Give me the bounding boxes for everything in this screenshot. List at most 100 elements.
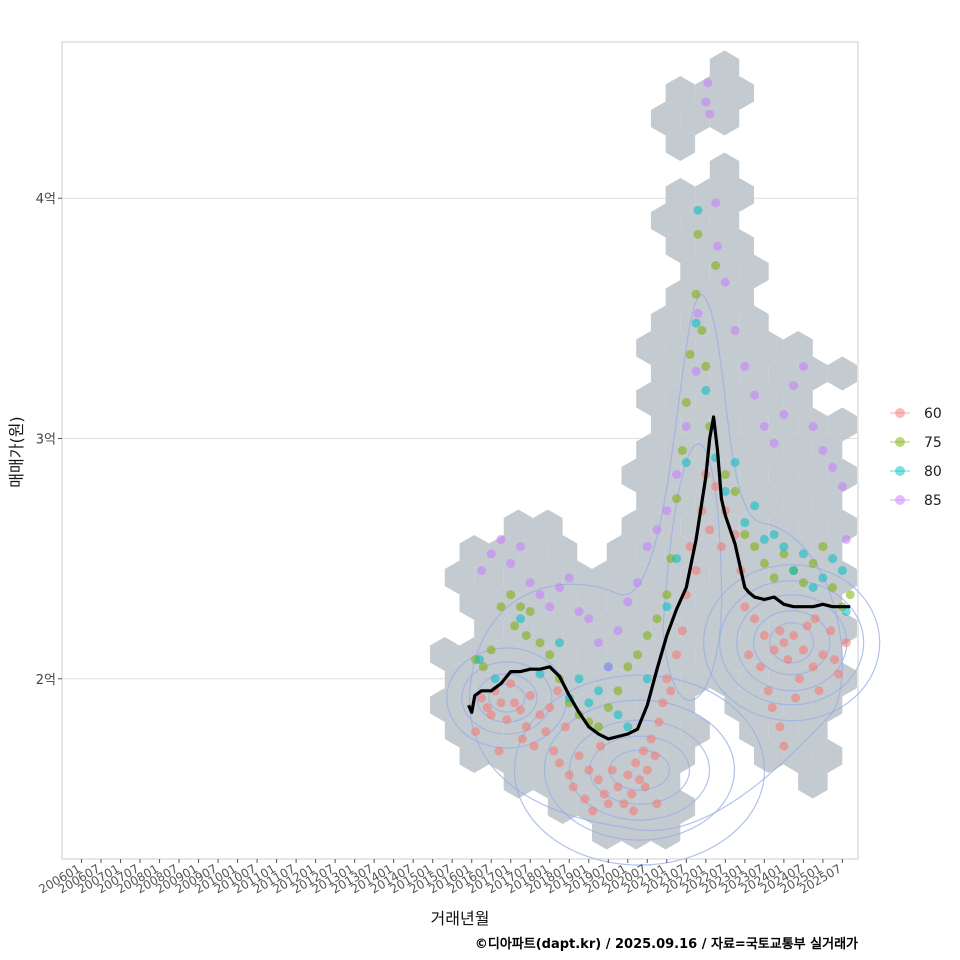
hexbin-cell [798,458,828,493]
point-60 [607,765,617,775]
hexbin-cell [695,637,725,671]
hexbin-cell [533,509,563,544]
hexbin-cell [695,586,725,620]
point-85 [545,602,555,612]
hexbin-cell [680,509,710,544]
y-tick-label: 2억 [36,673,56,688]
point-85 [594,638,603,648]
hexbin-cell [680,407,710,442]
legend-key [895,408,905,418]
legend-key [895,495,905,505]
point-85 [516,542,525,552]
point-60 [623,770,633,780]
hexbin-cell [709,611,740,646]
point-75 [779,549,789,559]
point-85 [486,549,496,559]
point-75 [730,486,740,496]
hexbin-cell [636,331,666,365]
point-80 [693,205,703,215]
point-60 [802,621,812,631]
point-60 [789,631,799,640]
point-60 [841,638,851,648]
point-75 [662,590,672,600]
point-60 [629,806,639,816]
point-75 [642,631,652,640]
x-axis-title: 거래년월 [431,909,490,928]
point-80 [730,458,740,467]
hexbin-cell [695,280,725,314]
legend-key [895,466,905,476]
point-60 [535,710,545,720]
point-75 [478,662,488,672]
point-85 [535,590,545,600]
hexbin-cell [547,586,578,620]
hexbin-cell [724,637,754,671]
point-80 [828,554,838,564]
hexbin-cell [680,101,710,136]
legend-key [895,437,905,447]
point-60 [529,741,539,751]
point-75 [798,578,808,588]
point-60 [613,782,623,792]
trend-line-layer [467,415,851,741]
point-85 [759,422,769,431]
hexbin-cell [695,229,725,263]
hexbin-cell [430,637,460,671]
point-60 [834,669,843,679]
point-85 [789,381,799,391]
point-60 [568,782,578,792]
point-85 [613,626,623,636]
point-80 [701,385,711,395]
contour-ring [753,610,831,676]
hexbin-cell [798,764,828,799]
point-85 [713,241,722,251]
point-60 [662,674,672,684]
point-85 [730,325,740,335]
hexbin-cell [650,560,681,595]
point-60 [654,717,664,727]
trend-line [467,415,851,741]
point-60 [672,650,682,660]
point-60 [599,789,609,799]
contour-ring [703,564,881,722]
hexbin-cell [724,382,754,416]
point-80 [672,554,682,564]
hexbin-cell [812,484,843,518]
point-80 [691,318,701,328]
point-60 [588,806,598,816]
point-80 [516,614,525,624]
point-75 [623,662,633,672]
hexbin-cell [650,407,681,442]
hexbin-cell [783,382,813,416]
point-80 [798,549,808,559]
point-80 [662,602,672,612]
hexbin-cell [459,739,489,773]
hexbin-cell [768,713,799,748]
point-85 [477,566,486,576]
hexbin-cell [798,611,828,646]
point-60 [486,710,496,720]
hexbin-cell [754,586,784,620]
point-60 [646,734,656,744]
hexbin-cell [665,280,696,314]
hexbin-cell [650,458,681,493]
point-85 [798,361,808,371]
point-85 [603,662,613,672]
point-80 [574,674,584,684]
point-80 [681,458,691,467]
point-80 [475,655,484,665]
point-60 [553,686,562,696]
point-75 [486,645,496,655]
point-60 [574,751,584,761]
point-80 [841,607,851,616]
point-60 [814,686,824,696]
point-85 [555,583,564,592]
hexbin-cell [650,203,681,238]
hexbin-cell [724,331,754,365]
hexbin-cell [430,688,460,722]
point-60 [525,691,535,701]
point-60 [502,715,512,725]
hexbin-cell [783,535,813,569]
hexbin-cell [768,407,799,442]
